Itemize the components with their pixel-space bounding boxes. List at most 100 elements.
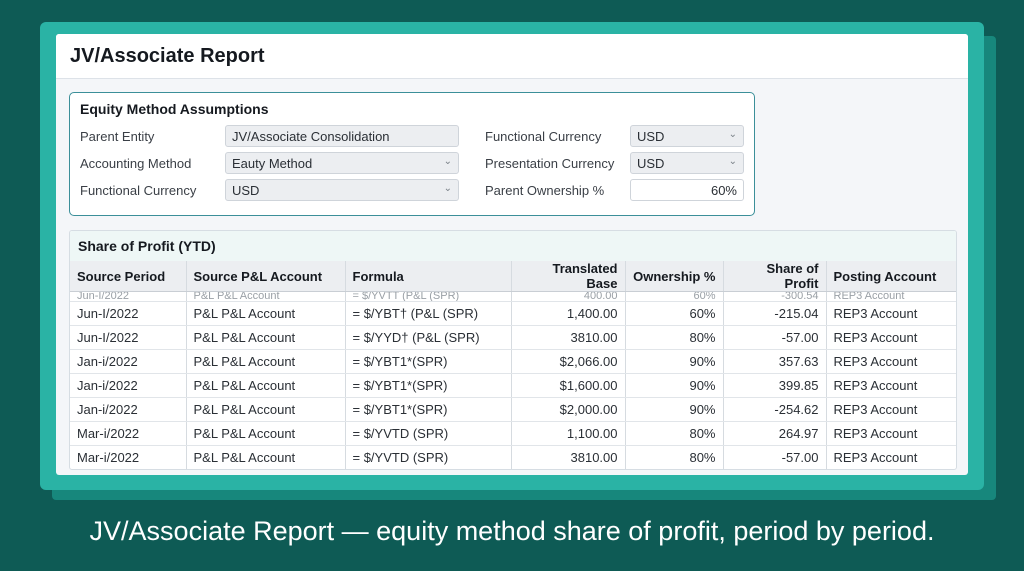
parent-entity-label: Parent Entity (80, 129, 155, 144)
table-cell: P&L P&L Account (186, 291, 346, 302)
caption: JV/Associate Report — equity method shar… (89, 516, 935, 546)
parent-ownership-label: Parent Ownership % (485, 183, 605, 198)
functional-currency-label: Functional Currency (80, 183, 197, 198)
parent-ownership-input[interactable]: 60% (630, 179, 744, 201)
table-cell: REP3 Account (826, 373, 956, 398)
table-cell: Jan-i/2022 (70, 397, 187, 422)
table-cell: 3810.00 (511, 325, 626, 350)
share-of-profit-heading: Share of Profit (YTD) (70, 231, 956, 261)
table-cell: = $/YBT1*(SPR) (345, 397, 512, 422)
table-cell: REP3 Account (826, 445, 956, 469)
table-cell: P&L P&L Account (186, 301, 346, 326)
table-cell: P&L P&L Account (186, 445, 346, 469)
parent-entity-value: JV/Associate Consolidation (232, 129, 390, 144)
table-cell: Jun-I/2022 (70, 325, 187, 350)
table-cell: -57.00 (723, 445, 827, 469)
table-cell: 60% (625, 291, 724, 302)
table-cell: 80% (625, 421, 724, 446)
table-cell: = $/YVTD (SPR) (345, 421, 512, 446)
title-bar: JV/Associate Report (56, 34, 968, 79)
table-cell: 90% (625, 349, 724, 374)
table-cell: 60% (625, 301, 724, 326)
equity-method-assumptions-panel: Equity Method Assumptions Parent Entity … (69, 92, 755, 216)
column-header[interactable]: Source Period (70, 261, 187, 292)
table-cell: $2,066.00 (511, 349, 626, 374)
table-cell: REP3 Account (826, 349, 956, 374)
table-cell: 357.63 (723, 349, 827, 374)
share-of-profit-table: Source Period Source P&L Account Formula… (70, 261, 956, 469)
table-cell: P&L P&L Account (186, 349, 346, 374)
chevron-down-icon: ⌄ (728, 129, 737, 140)
table-cell: -254.62 (723, 397, 827, 422)
column-header[interactable]: Translated Base (511, 261, 626, 292)
table-row[interactable]: Mar-i/2022 P&L P&L Account = $/YVTD (SPR) 3… (70, 445, 956, 469)
table-cell: Jan-i/2022 (70, 349, 187, 374)
chevron-down-icon: ⌄ (443, 183, 452, 194)
table-cell: = $/YBT1*(SPR) (345, 349, 512, 374)
parent-ownership-value: 60% (710, 183, 737, 198)
table-cell: P&L P&L Account (186, 397, 346, 422)
table-cell: P&L P&L Account (186, 421, 346, 446)
table-cell: REP3 Account (826, 421, 956, 446)
table-cell: 3810.00 (511, 445, 626, 469)
table-cell: REP3 Account (826, 325, 956, 350)
page-title: JV/Associate Report (70, 45, 265, 67)
table-row[interactable]: Jun-I/2022 P&L P&L Account = $/YVTT (P&L… (70, 291, 956, 302)
accounting-method-value: Eauty Method (232, 156, 313, 171)
table-cell: Mar-i/2022 (70, 421, 187, 446)
table-cell: $1,600.00 (511, 373, 626, 398)
table-cell: 400.00 (511, 291, 626, 302)
presentation-currency-value: USD (637, 156, 665, 171)
table-cell: -215.04 (723, 301, 827, 326)
assumptions-heading: Equity Method Assumptions (80, 101, 269, 117)
table-cell: 80% (625, 325, 724, 350)
column-header[interactable]: Ownership % (625, 261, 724, 292)
table-cell: REP3 Account (826, 291, 956, 302)
table-cell: Jun-I/2022 (70, 291, 187, 302)
table-row[interactable]: Jan-i/2022 P&L P&L Account = $/YBT1*(SPR) $… (70, 373, 956, 398)
functional-currency-right-select[interactable]: USD ⌄ (630, 125, 744, 147)
table-cell: = $/YVTD (SPR) (345, 445, 512, 469)
report-window: JV/Associate Report Equity Method Assump… (56, 34, 968, 475)
column-header[interactable]: Source P&L Account (186, 261, 346, 292)
chevron-down-icon: ⌄ (443, 156, 452, 167)
table-cell: = $/YVTT (P&L (SPR) (345, 291, 512, 302)
accounting-method-label: Accounting Method (80, 156, 192, 171)
table-cell: = $/YYD† (P&L (SPR) (345, 325, 512, 350)
table-row[interactable]: Jun-I/2022 P&L P&L Account = $/YYD† (P&L (… (70, 325, 956, 350)
functional-currency-value: USD (232, 183, 260, 198)
presentation-currency-label: Presentation Currency (485, 156, 615, 171)
table-cell: = $/YBT1*(SPR) (345, 373, 512, 398)
table-cell: Jun-I/2022 (70, 301, 187, 326)
table-cell: 80% (625, 445, 724, 469)
table-cell: 1,400.00 (511, 301, 626, 326)
table-cell: -300.54 (723, 291, 827, 302)
functional-currency-select[interactable]: USD ⌄ (225, 179, 459, 201)
table-cell: = $/YBT† (P&L (SPR) (345, 301, 512, 326)
column-header[interactable]: Share of Profit (723, 261, 827, 292)
table-row[interactable]: Jan-i/2022 P&L P&L Account = $/YBT1*(SPR) $… (70, 349, 956, 374)
table-cell: REP3 Account (826, 301, 956, 326)
column-header[interactable]: Posting Account (826, 261, 956, 292)
chevron-down-icon: ⌄ (728, 156, 737, 167)
functional-currency-right-label: Functional Currency (485, 129, 602, 144)
table-header-row: Source Period Source P&L Account Formula… (70, 261, 956, 292)
table-cell: REP3 Account (826, 397, 956, 422)
table-cell: 90% (625, 373, 724, 398)
table-cell: Mar-i/2022 (70, 445, 187, 469)
table-cell: Jan-i/2022 (70, 373, 187, 398)
presentation-currency-select[interactable]: USD ⌄ (630, 152, 744, 174)
table-cell: $2,000.00 (511, 397, 626, 422)
table-cell: P&L P&L Account (186, 373, 346, 398)
table-cell: 264.97 (723, 421, 827, 446)
table-cell: 90% (625, 397, 724, 422)
table-cell: 1,100.00 (511, 421, 626, 446)
table-row[interactable]: Jun-I/2022 P&L P&L Account = $/YBT† (P&L (… (70, 301, 956, 326)
accounting-method-select[interactable]: Eauty Method ⌄ (225, 152, 459, 174)
table-row[interactable]: Mar-i/2022 P&L P&L Account = $/YVTD (SPR) 1… (70, 421, 956, 446)
table-row[interactable]: Jan-i/2022 P&L P&L Account = $/YBT1*(SPR) $… (70, 397, 956, 422)
column-header[interactable]: Formula (345, 261, 512, 292)
parent-entity-field[interactable]: JV/Associate Consolidation (225, 125, 459, 147)
table-cell: -57.00 (723, 325, 827, 350)
table-cell: 399.85 (723, 373, 827, 398)
